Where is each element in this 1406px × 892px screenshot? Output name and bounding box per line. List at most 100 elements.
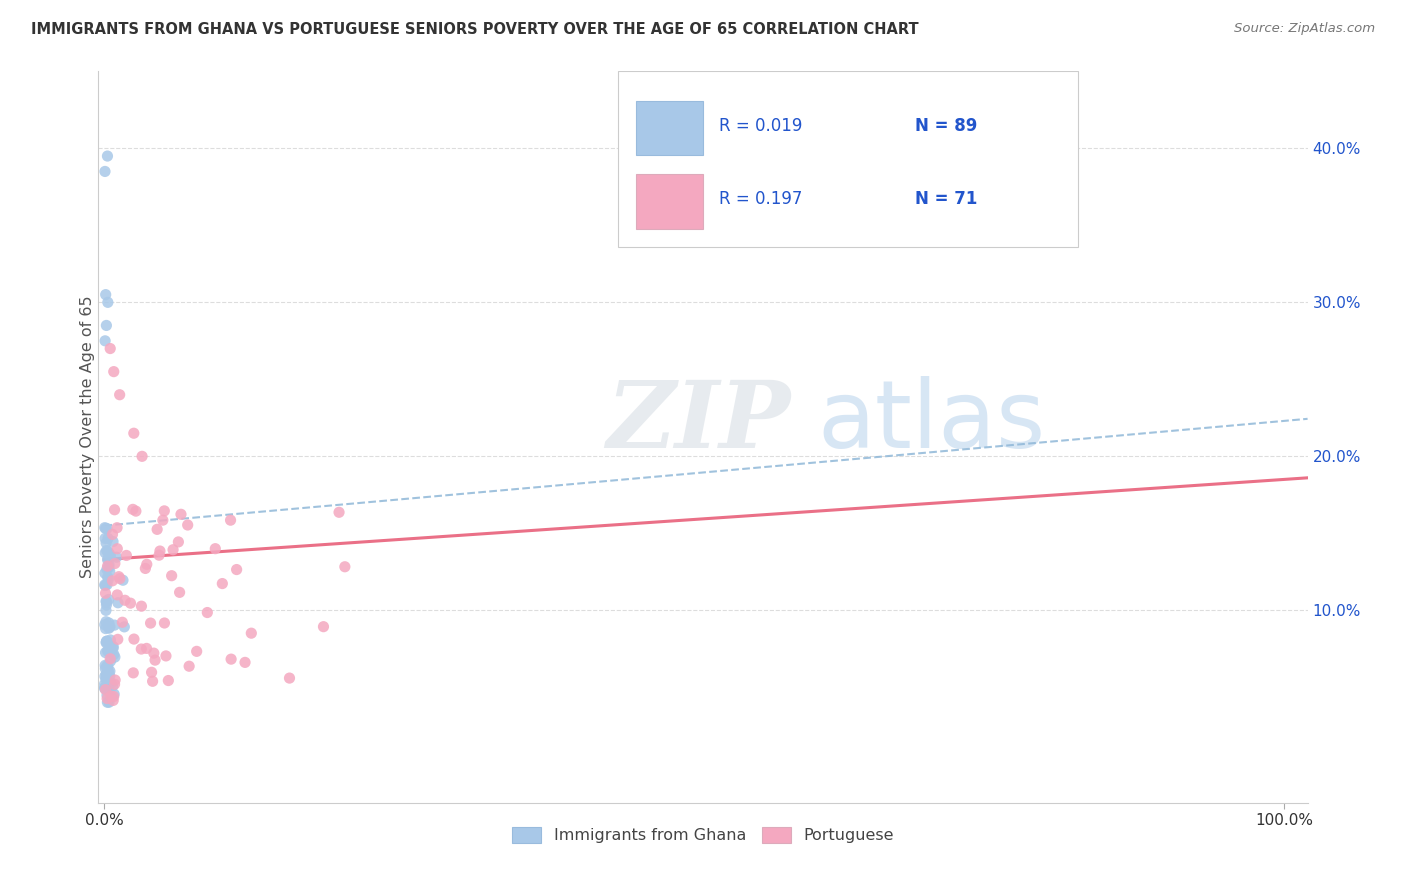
Point xyxy=(195,606,218,620)
Point xyxy=(94,646,117,660)
Point xyxy=(100,654,122,668)
Point xyxy=(97,643,120,657)
Point xyxy=(233,656,256,670)
Point xyxy=(312,620,335,634)
Point xyxy=(94,287,117,301)
FancyBboxPatch shape xyxy=(637,174,703,228)
Point xyxy=(94,521,117,535)
Point xyxy=(125,504,148,518)
Point xyxy=(107,632,129,647)
Point xyxy=(98,620,121,634)
Point xyxy=(94,658,117,673)
Point xyxy=(103,618,125,632)
Point xyxy=(225,563,247,577)
Text: N = 89: N = 89 xyxy=(915,117,977,136)
Legend: Immigrants from Ghana, Portuguese: Immigrants from Ghana, Portuguese xyxy=(506,821,900,850)
Point xyxy=(100,676,122,690)
Point xyxy=(101,679,124,693)
Point xyxy=(94,164,117,178)
Point xyxy=(108,388,131,402)
Text: N = 71: N = 71 xyxy=(915,190,977,209)
Point xyxy=(94,662,117,676)
Point xyxy=(101,534,124,549)
Point xyxy=(152,513,174,527)
Point xyxy=(97,621,120,635)
Point xyxy=(120,596,142,610)
Point xyxy=(94,671,117,685)
Point xyxy=(107,596,129,610)
Point xyxy=(97,681,120,695)
Text: ZIP: ZIP xyxy=(606,377,790,467)
Point xyxy=(96,635,118,649)
Point xyxy=(134,561,156,575)
Point xyxy=(211,576,233,591)
Point xyxy=(103,693,125,707)
Point xyxy=(167,535,190,549)
Point xyxy=(96,598,118,612)
Point xyxy=(94,622,117,636)
Point xyxy=(96,522,118,536)
Point xyxy=(105,521,128,535)
Point xyxy=(94,667,117,681)
Point xyxy=(149,544,172,558)
Point xyxy=(103,640,125,654)
Point xyxy=(176,518,198,533)
Point xyxy=(98,664,121,678)
Point xyxy=(122,426,145,441)
Point xyxy=(122,665,145,680)
Point xyxy=(98,565,121,579)
Point xyxy=(153,615,176,630)
Point xyxy=(105,550,128,565)
Point xyxy=(97,553,120,567)
Point xyxy=(135,558,157,572)
Point xyxy=(96,681,118,696)
Point xyxy=(100,640,122,655)
Point xyxy=(141,665,163,680)
Point xyxy=(96,149,118,163)
Point xyxy=(121,502,143,516)
Text: R = 0.197: R = 0.197 xyxy=(718,190,801,209)
Point xyxy=(122,632,145,646)
Text: Source: ZipAtlas.com: Source: ZipAtlas.com xyxy=(1234,22,1375,36)
Point xyxy=(96,562,118,576)
Point xyxy=(100,689,122,703)
Point xyxy=(98,549,121,563)
Point xyxy=(142,674,165,689)
Point xyxy=(105,541,128,556)
Point xyxy=(94,546,117,560)
FancyBboxPatch shape xyxy=(619,71,1078,247)
Point xyxy=(155,648,177,663)
Point xyxy=(96,559,118,574)
Point xyxy=(179,659,201,673)
Point xyxy=(98,695,121,709)
Point xyxy=(94,615,117,629)
Point xyxy=(114,593,136,607)
Point xyxy=(96,636,118,650)
Point xyxy=(98,547,121,561)
Point xyxy=(131,599,153,614)
Point xyxy=(94,586,117,600)
Text: atlas: atlas xyxy=(818,376,1046,468)
Point xyxy=(94,522,117,536)
Point xyxy=(101,527,124,541)
Text: R = 0.019: R = 0.019 xyxy=(718,117,801,136)
Point xyxy=(96,659,118,673)
Point xyxy=(157,673,180,688)
Point xyxy=(98,560,121,574)
Point xyxy=(94,334,117,348)
Point xyxy=(98,342,121,356)
Point xyxy=(93,677,115,691)
Point xyxy=(96,673,118,687)
Point xyxy=(96,673,118,687)
Point xyxy=(105,588,128,602)
Point xyxy=(103,677,125,691)
Point xyxy=(98,652,121,666)
Point xyxy=(169,585,191,599)
Point xyxy=(96,691,118,706)
Point xyxy=(100,639,122,653)
Point xyxy=(94,617,117,632)
Point xyxy=(219,513,242,527)
Point xyxy=(115,549,138,563)
Point xyxy=(143,653,166,667)
Point xyxy=(204,541,226,556)
